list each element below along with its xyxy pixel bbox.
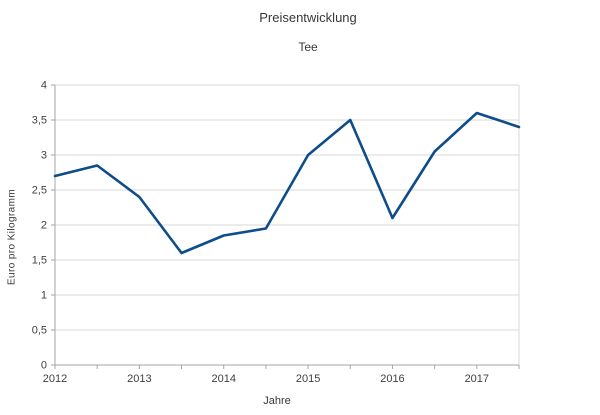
x-tick-label: 2013 <box>127 373 151 385</box>
x-tick-label: 2016 <box>380 373 404 385</box>
y-tick-label: 2,5 <box>32 185 47 197</box>
y-tick-label: 1 <box>41 290 47 302</box>
y-tick-label: 3,5 <box>32 115 47 127</box>
y-tick-label: 0,5 <box>32 325 47 337</box>
y-tick-label: 0 <box>41 360 47 372</box>
series-line-tee <box>53 111 521 255</box>
chart-subtitle: Tee <box>298 40 318 54</box>
y-tick-label: 4 <box>41 80 47 92</box>
y-tick-label: 1,5 <box>32 255 47 267</box>
x-tick-label: 2014 <box>211 373 235 385</box>
x-tick-label: 2012 <box>43 373 67 385</box>
x-tick-label: 2017 <box>465 373 489 385</box>
x-tick-label: 2015 <box>296 373 320 385</box>
x-axis-title: Jahre <box>263 395 291 407</box>
y-tick-label: 2 <box>41 220 47 232</box>
chart-title: Preisentwicklung <box>259 10 357 25</box>
y-tick-label: 3 <box>41 150 47 162</box>
